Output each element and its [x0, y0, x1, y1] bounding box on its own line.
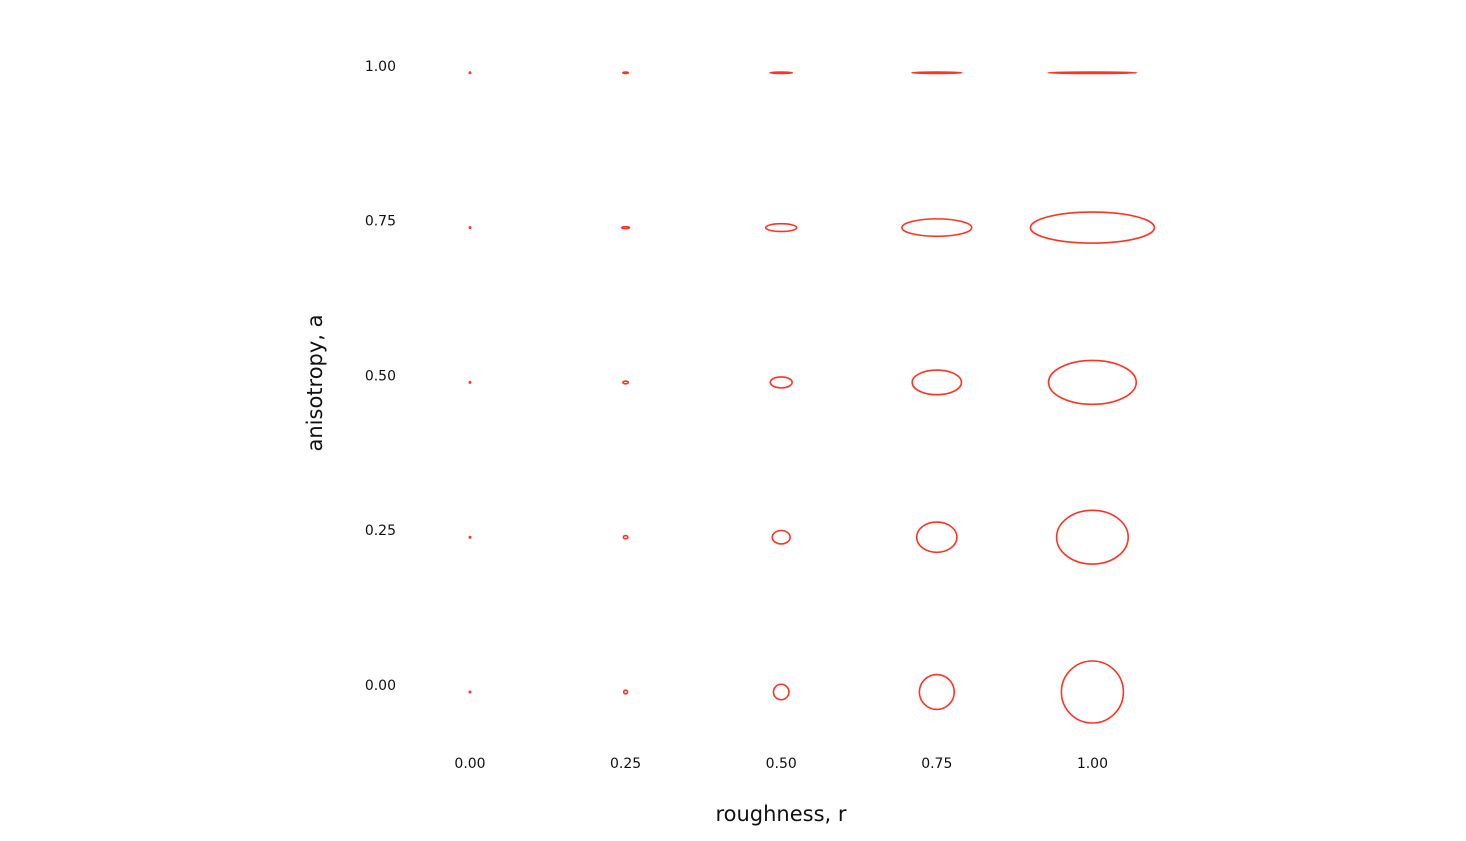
ellipse-mark	[468, 535, 472, 539]
ellipse-mark	[1029, 211, 1156, 244]
y-tick-label: 1.00	[365, 59, 396, 75]
ellipse-mark	[620, 225, 631, 230]
ellipse-mark	[468, 690, 472, 694]
ellipse-mark	[1060, 660, 1125, 724]
ellipse-marks	[468, 71, 1156, 724]
y-axis-label: anisotropy, a	[303, 314, 327, 451]
ellipse-mark	[1047, 359, 1138, 406]
x-tick-label: 0.50	[766, 756, 797, 772]
ellipse-mark	[915, 521, 958, 554]
ellipse-mark	[1055, 509, 1129, 565]
ellipse-mark	[622, 71, 630, 75]
ellipse-mark	[468, 71, 472, 75]
ellipse-mark	[769, 71, 794, 75]
ellipse-mark	[764, 222, 798, 233]
ellipse-mark	[772, 683, 790, 701]
ellipse-mark	[622, 534, 629, 540]
x-tick-labels: 0.00 0.25 0.50 0.75 1.00	[454, 756, 1108, 772]
ellipse-mark	[901, 218, 973, 238]
ellipse-mark	[771, 529, 791, 545]
ellipse-mark	[622, 380, 630, 385]
x-tick-label: 0.75	[921, 756, 952, 772]
x-tick-label: 1.00	[1077, 756, 1108, 772]
ellipse-mark	[769, 376, 793, 389]
x-tick-label: 0.00	[454, 756, 485, 772]
x-tick-label: 0.25	[610, 756, 641, 772]
ellipse-mark	[1047, 71, 1138, 75]
y-tick-label: 0.00	[365, 678, 396, 694]
ellipse-mark	[911, 369, 963, 396]
y-tick-label: 0.25	[365, 523, 396, 539]
y-tick-labels: 0.00 0.25 0.50 0.75 1.00	[365, 59, 396, 694]
y-tick-label: 0.50	[365, 368, 396, 384]
ellipse-mark	[622, 689, 629, 695]
ellipse-mark	[918, 673, 956, 711]
y-tick-label: 0.75	[365, 214, 396, 230]
ellipse-mark	[911, 71, 963, 75]
x-axis-label: roughness, r	[715, 802, 846, 826]
ellipse-mark	[468, 380, 472, 384]
ellipse-mark	[468, 226, 472, 230]
